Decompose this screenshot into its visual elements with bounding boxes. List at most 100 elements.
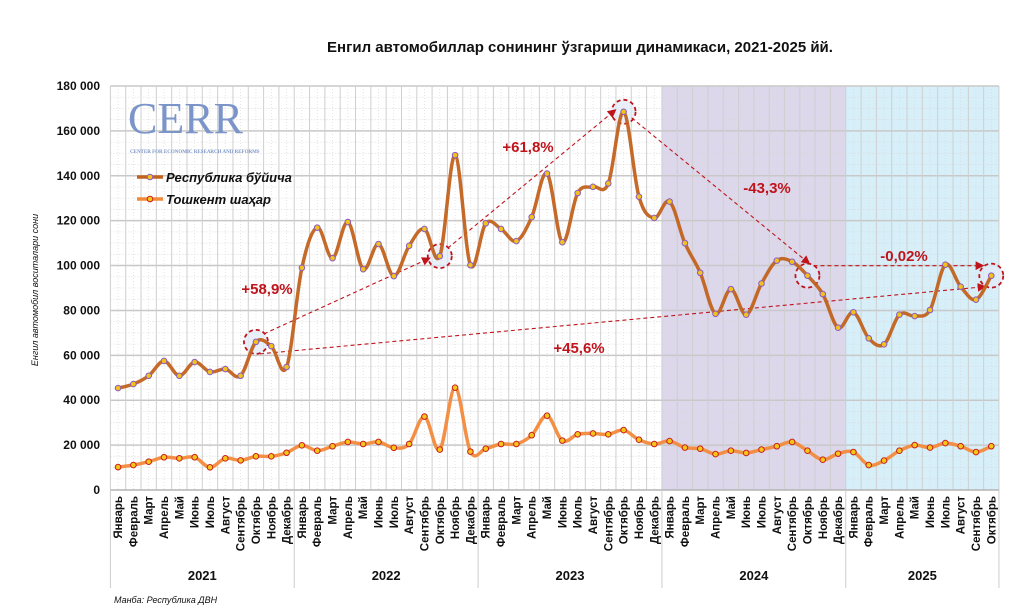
x-tick-label: Январь [848, 496, 860, 539]
data-point [176, 455, 183, 462]
x-tick-label: Август [588, 496, 600, 535]
data-point [666, 437, 673, 445]
data-point [206, 368, 214, 376]
data-point [359, 265, 367, 273]
x-tick-label: Февраль [128, 496, 140, 547]
x-tick-label: Февраль [312, 496, 324, 547]
x-tick-label: Февраль [680, 496, 692, 547]
x-tick-label: Июнь [925, 496, 937, 528]
data-point [114, 384, 122, 392]
data-point [237, 372, 244, 380]
logo-text: CERR [128, 94, 244, 143]
data-point [957, 283, 964, 290]
data-point [819, 456, 827, 464]
data-point [283, 363, 290, 371]
data-point [620, 108, 627, 116]
data-point [160, 357, 168, 365]
data-point [727, 285, 735, 293]
year-label: 2025 [908, 568, 937, 583]
data-point [451, 151, 459, 159]
legend-label: Тошкент шаҳар [166, 192, 271, 207]
data-point [313, 447, 321, 455]
annotation-arrow [631, 117, 811, 265]
data-point [467, 448, 474, 455]
x-tick-label: Апрель [711, 496, 723, 539]
data-point [359, 440, 367, 448]
x-axis: Январь Февраль Март Апрель Май Июнь Июль Август… [109, 490, 1000, 588]
y-tick-label: 80 000 [63, 303, 100, 317]
data-point [865, 461, 873, 469]
data-point [421, 225, 428, 233]
annotation-label: +61,8% [502, 139, 553, 156]
data-point [130, 461, 137, 469]
data-point [574, 189, 581, 197]
annotation-label: +58,9% [241, 281, 292, 298]
data-point [804, 447, 811, 455]
x-tick-label: Ноябрь [266, 496, 278, 539]
x-tick-label: Февраль [864, 496, 876, 547]
data-point [390, 444, 398, 452]
x-tick-label: Апрель [343, 496, 355, 539]
series-line [117, 385, 993, 470]
data-point [436, 252, 444, 260]
x-tick-label: Октябрь [251, 496, 263, 544]
x-tick-label: Март [511, 496, 523, 525]
data-point [926, 444, 934, 451]
data-point [543, 412, 551, 420]
x-tick-label: Июль [757, 496, 769, 528]
x-tick-label: Сентябрь [603, 496, 615, 551]
data-point [635, 436, 643, 444]
data-point [758, 446, 765, 453]
data-point [130, 380, 137, 388]
chart-title: Енгил автомобиллар сонининг ўзгариши дин… [327, 39, 833, 56]
data-point [650, 440, 658, 448]
x-tick-label: Сентябрь [971, 496, 983, 551]
data-point [252, 453, 260, 460]
data-point [896, 311, 903, 319]
x-tick-label: Январь [297, 496, 309, 539]
x-tick-label: Август [772, 496, 784, 535]
data-point [834, 324, 842, 332]
data-point [482, 220, 490, 227]
data-point [513, 440, 520, 448]
x-tick-label: Декабрь [649, 496, 661, 544]
legend-swatch-marker [146, 173, 154, 181]
data-point [206, 464, 214, 471]
x-tick-label: Сентябрь [236, 496, 248, 551]
x-tick-label: Февраль [496, 496, 508, 547]
data-point [191, 453, 198, 461]
x-tick-label: Ноябрь [818, 496, 830, 539]
data-point [191, 358, 198, 366]
x-tick-label: Октябрь [986, 496, 998, 544]
y-tick-label: 120 000 [57, 214, 101, 228]
x-tick-label: Июнь [557, 496, 569, 528]
y-tick-label: 20 000 [63, 438, 100, 452]
data-point [850, 308, 857, 316]
data-point [528, 431, 536, 439]
x-tick-label: Март [144, 496, 156, 525]
x-tick-label: Январь [481, 496, 493, 539]
data-point [528, 213, 536, 221]
data-point [344, 218, 352, 226]
annotation-label: +45,6% [553, 340, 604, 357]
x-tick-label: Январь [113, 496, 125, 539]
data-point [712, 450, 719, 458]
data-point [405, 242, 413, 250]
data-point [727, 447, 735, 455]
legend-swatch-marker [146, 195, 154, 203]
data-point [605, 180, 612, 187]
x-tick-label: Май [910, 496, 922, 519]
y-tick-label: 40 000 [63, 393, 100, 407]
data-point [482, 445, 490, 453]
data-point [773, 257, 781, 264]
series-tashkent [114, 384, 995, 471]
data-point [620, 426, 627, 434]
data-point [804, 272, 811, 279]
data-point [911, 441, 919, 449]
data-point [896, 447, 903, 455]
data-point [942, 261, 949, 268]
data-point [880, 457, 888, 464]
annotation-arrow [259, 282, 987, 355]
data-point [237, 457, 244, 464]
data-point [313, 224, 321, 231]
